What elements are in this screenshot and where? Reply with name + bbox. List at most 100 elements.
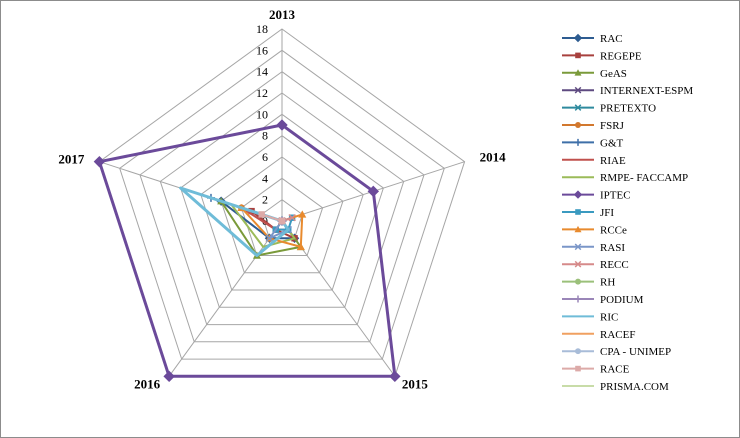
series-race bbox=[258, 211, 286, 225]
tick-label: 14 bbox=[256, 65, 268, 79]
legend-marker bbox=[574, 243, 582, 251]
grid-ring bbox=[180, 113, 384, 308]
legend-label: JFI bbox=[600, 207, 614, 219]
legend-label: PRISMA.COM bbox=[600, 381, 669, 393]
legend-item: PRISMA.COM bbox=[562, 381, 669, 393]
legend-label: REGEPE bbox=[600, 50, 642, 62]
grid-spoke bbox=[168, 220, 283, 377]
legend-item: PRETEXTO bbox=[562, 103, 656, 115]
data-point bbox=[163, 370, 175, 383]
legend-marker bbox=[574, 104, 582, 111]
data-point bbox=[389, 370, 401, 383]
legend-marker bbox=[574, 86, 582, 94]
legend-marker bbox=[575, 365, 581, 372]
legend-item: REGEPE bbox=[562, 50, 642, 62]
legend-marker bbox=[574, 260, 582, 268]
legend-item: RACE bbox=[562, 364, 630, 376]
category-label: 2015 bbox=[402, 376, 429, 391]
legend-item: JFI bbox=[562, 207, 614, 219]
tick-label: 16 bbox=[256, 43, 268, 57]
grid-ring bbox=[200, 135, 364, 291]
data-point bbox=[288, 213, 296, 222]
data-point bbox=[278, 217, 286, 225]
data-point bbox=[93, 155, 106, 168]
legend-label: RAC bbox=[600, 33, 623, 45]
data-point bbox=[265, 234, 274, 242]
data-point bbox=[276, 119, 288, 131]
legend-item: RCCe bbox=[562, 224, 627, 236]
data-point bbox=[258, 211, 265, 218]
legend-item: G&T bbox=[562, 137, 624, 149]
legend-item: RAC bbox=[562, 33, 623, 45]
legend-item: IPTEC bbox=[562, 190, 631, 202]
legend-marker bbox=[574, 69, 582, 76]
legend-label: GeAS bbox=[600, 68, 627, 80]
legend-item: RACEF bbox=[562, 329, 635, 341]
series-line bbox=[97, 123, 397, 378]
tick-label: 4 bbox=[262, 171, 268, 185]
legend-item: RECC bbox=[562, 259, 629, 271]
legend-label: RACEF bbox=[600, 329, 635, 341]
legend-label: G&T bbox=[600, 137, 624, 149]
category-labels: 2013 2014 2015 2016 2017 bbox=[58, 7, 506, 391]
grid-ring bbox=[220, 156, 344, 274]
legend-item: RIC bbox=[562, 311, 618, 323]
legend-marker bbox=[575, 209, 581, 215]
legend-label: RACE bbox=[600, 364, 630, 376]
legend-label: RCCe bbox=[600, 224, 627, 236]
data-point bbox=[296, 242, 305, 251]
category-label: 2017 bbox=[58, 152, 85, 167]
radar-grid bbox=[98, 28, 466, 377]
legend-label: PODIUM bbox=[600, 294, 644, 306]
legend-label: RASI bbox=[600, 242, 625, 254]
legend-item: INTERNEXT-ESPM bbox=[562, 85, 693, 97]
grid-ring bbox=[159, 92, 405, 326]
series-ric bbox=[179, 186, 290, 257]
legend-label: IPTEC bbox=[600, 190, 631, 202]
tick-label: 12 bbox=[256, 86, 268, 100]
legend-label: RIC bbox=[600, 311, 618, 323]
legend-marker bbox=[575, 278, 581, 285]
tick-label: 18 bbox=[256, 22, 268, 36]
series-line bbox=[179, 186, 290, 257]
legend-marker bbox=[574, 295, 582, 303]
grid-ring bbox=[240, 177, 324, 256]
data-point bbox=[298, 210, 307, 218]
legend-marker bbox=[574, 225, 582, 233]
category-label: 2013 bbox=[269, 7, 296, 22]
tick-label: 8 bbox=[262, 129, 268, 143]
grid-ring bbox=[119, 49, 445, 360]
legend-item: RASI bbox=[562, 242, 625, 254]
series-iptec bbox=[93, 119, 401, 383]
legend-item: FSRJ bbox=[562, 120, 625, 132]
category-label: 2016 bbox=[134, 376, 161, 391]
legend-label: RECC bbox=[600, 259, 629, 271]
legend: RAC REGEPE GeAS INTERNEXT-ESPM PRETEXTO FSRJ G… bbox=[562, 33, 693, 393]
tick-label: 2 bbox=[262, 193, 268, 207]
legend-marker bbox=[574, 138, 582, 146]
legend-item: CPA - UNIMEP bbox=[562, 346, 671, 358]
data-series bbox=[93, 119, 401, 383]
legend-label: RMPE- FACCAMP bbox=[600, 172, 688, 184]
legend-label: CPA - UNIMEP bbox=[600, 346, 671, 358]
legend-marker bbox=[575, 52, 581, 59]
legend-marker bbox=[573, 33, 583, 43]
legend-marker bbox=[575, 122, 581, 128]
legend-item: GeAS bbox=[562, 68, 627, 80]
legend-label: INTERNEXT-ESPM bbox=[600, 85, 693, 97]
grid-ring bbox=[139, 71, 425, 343]
legend-item: RMPE- FACCAMP bbox=[562, 172, 688, 184]
legend-item: RIAE bbox=[562, 155, 626, 167]
legend-label: RH bbox=[600, 277, 615, 289]
data-point bbox=[367, 185, 380, 198]
legend-marker bbox=[575, 348, 581, 355]
legend-marker bbox=[573, 190, 583, 199]
legend-item: PODIUM bbox=[562, 294, 644, 306]
legend-label: PRETEXTO bbox=[600, 103, 656, 115]
legend-item: RH bbox=[562, 277, 615, 289]
legend-label: RIAE bbox=[600, 155, 626, 167]
tick-label: 10 bbox=[256, 107, 268, 121]
